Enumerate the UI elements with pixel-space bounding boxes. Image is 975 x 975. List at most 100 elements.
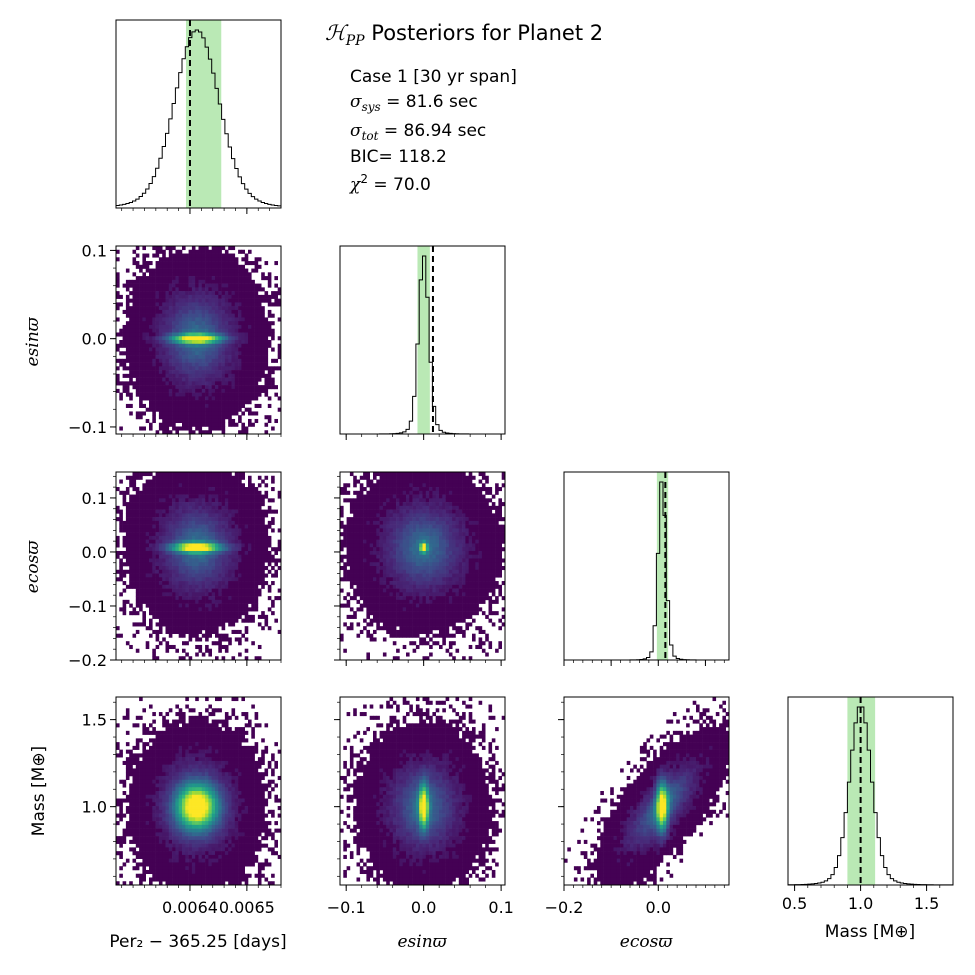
density-cell [201, 535, 206, 540]
density-cell [152, 532, 156, 537]
density-cell [248, 498, 252, 503]
density-cell [415, 611, 420, 616]
density-cell [396, 611, 400, 616]
density-cell [172, 487, 176, 492]
density-cell [175, 388, 179, 393]
density-cell [231, 283, 236, 288]
density-cell [228, 599, 232, 604]
density-cell [116, 543, 120, 548]
density-cell [244, 392, 249, 397]
density-cell [205, 246, 209, 251]
density-cell [168, 494, 173, 499]
density-cell [359, 509, 364, 514]
density-cell [248, 577, 252, 582]
density-cell [409, 562, 413, 567]
density-cell [175, 373, 179, 378]
density-cell [162, 279, 166, 284]
density-cell [162, 287, 166, 292]
density-cell [363, 584, 367, 589]
density-cell [135, 377, 140, 382]
density-cell [182, 264, 186, 269]
density-cell [274, 509, 278, 514]
density-cell [195, 566, 199, 571]
density-cell [257, 294, 262, 299]
y-tick-label-esin: 0.1 [82, 241, 107, 260]
density-cell [165, 396, 170, 401]
density-cell [132, 483, 137, 488]
density-cell [162, 324, 166, 330]
density-cell [201, 415, 206, 420]
density-cell [135, 550, 140, 556]
density-cell [119, 566, 123, 571]
density-cell [221, 407, 226, 412]
density-cell [175, 355, 179, 360]
density-cell [218, 614, 222, 619]
density-cell [205, 396, 209, 401]
density-cell [119, 513, 123, 518]
density-cell [264, 276, 269, 281]
density-cell [149, 626, 153, 631]
density-cell [238, 279, 242, 284]
density-cell [119, 509, 123, 514]
density-cell [221, 588, 226, 593]
density-cell [182, 257, 186, 262]
density-cell [241, 306, 245, 311]
density-cell [392, 554, 397, 559]
density-cell [343, 528, 347, 533]
density-cell [228, 283, 232, 288]
density-cell [419, 498, 423, 503]
density-cell [261, 573, 265, 578]
density-cell [185, 426, 189, 431]
density-cell [221, 370, 226, 375]
density-cell [241, 509, 245, 514]
density-cell [162, 524, 166, 529]
density-cell [185, 340, 189, 345]
density-cell [382, 637, 387, 642]
density-cell [191, 599, 196, 604]
density-cell [399, 509, 403, 514]
density-cell [149, 332, 153, 337]
density-cell [218, 272, 222, 277]
density-cell [132, 622, 137, 627]
density-cell [373, 524, 377, 529]
density-cell [382, 614, 387, 619]
density-cell [188, 596, 193, 601]
density-cell [185, 543, 189, 548]
density-cell [234, 400, 239, 405]
density-cell [188, 340, 193, 345]
density-cell [172, 614, 176, 619]
density-cell [257, 554, 262, 559]
density-cell [168, 377, 173, 382]
density-cell [392, 577, 397, 582]
density-cell [406, 479, 410, 484]
density-cell [264, 558, 269, 563]
density-cell [248, 528, 252, 533]
density-cell [349, 562, 354, 567]
density-cell [201, 324, 206, 330]
chart-title: ℋPP Posteriors for Planet 2 [325, 21, 603, 49]
density-cell [366, 520, 370, 525]
density-cell [221, 246, 226, 251]
density-cell [178, 249, 183, 254]
density-cell [198, 257, 203, 262]
density-cell [135, 298, 140, 303]
density-cell [218, 340, 222, 345]
density-cell [402, 520, 407, 525]
density-cell [248, 502, 252, 507]
density-cell [149, 407, 153, 412]
density-cell [363, 566, 367, 571]
density-cell [248, 558, 252, 563]
density-cell [406, 614, 410, 619]
density-cell [382, 539, 387, 544]
density-cell [244, 573, 249, 578]
density-cell [224, 279, 229, 284]
density-cell [129, 475, 133, 480]
density-cell [399, 498, 403, 503]
density-cell [399, 532, 403, 537]
density-cell [135, 573, 140, 578]
density-cell [119, 343, 123, 348]
density-cell [208, 494, 212, 499]
density-cell [221, 426, 226, 431]
density-cell [234, 554, 239, 559]
density-cell [264, 358, 269, 363]
